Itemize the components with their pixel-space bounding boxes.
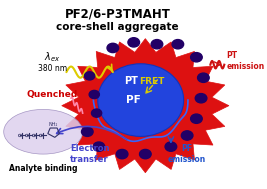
Text: PF2/6-P3TMAHT: PF2/6-P3TMAHT — [65, 8, 170, 21]
Circle shape — [165, 142, 177, 151]
Ellipse shape — [98, 64, 184, 136]
Circle shape — [116, 149, 128, 159]
Circle shape — [198, 73, 209, 82]
Circle shape — [181, 131, 193, 140]
Text: PF: PF — [126, 95, 141, 105]
Circle shape — [151, 40, 163, 49]
Text: $\lambda_{ex}$: $\lambda_{ex}$ — [44, 50, 61, 64]
Circle shape — [195, 94, 207, 103]
Text: Analyte binding: Analyte binding — [9, 164, 77, 174]
Circle shape — [93, 142, 105, 151]
Text: FRET: FRET — [140, 77, 165, 86]
Ellipse shape — [4, 109, 83, 154]
Circle shape — [85, 72, 95, 80]
Circle shape — [107, 43, 119, 53]
Circle shape — [172, 40, 184, 49]
Circle shape — [191, 53, 202, 62]
Circle shape — [140, 149, 151, 159]
Text: core-shell aggregate: core-shell aggregate — [56, 22, 179, 33]
Text: Quenched: Quenched — [27, 90, 78, 99]
Circle shape — [191, 114, 202, 123]
Polygon shape — [62, 39, 229, 173]
Text: Electron
transfer: Electron transfer — [70, 144, 109, 164]
Text: NH₂: NH₂ — [49, 122, 58, 127]
Text: PT
emission: PT emission — [227, 51, 265, 71]
Circle shape — [128, 38, 140, 47]
Text: PF
emission: PF emission — [168, 144, 206, 164]
Circle shape — [89, 90, 99, 99]
Circle shape — [81, 127, 93, 136]
Text: PT: PT — [124, 77, 138, 86]
Text: 380 nm: 380 nm — [38, 64, 67, 73]
Circle shape — [92, 109, 102, 117]
